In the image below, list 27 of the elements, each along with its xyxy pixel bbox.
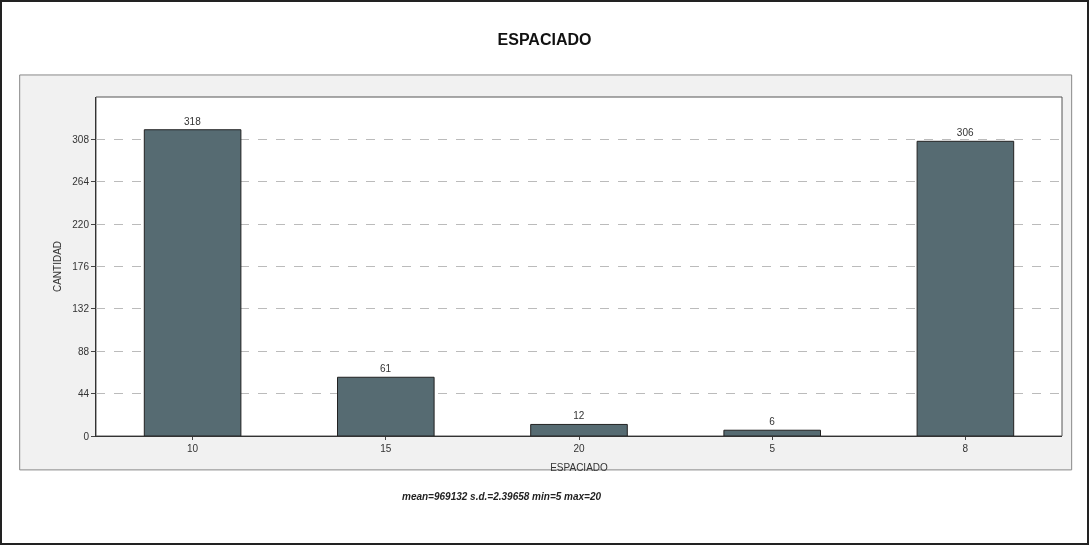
y-tick-label: 308 bbox=[72, 133, 90, 145]
data-label: 6 bbox=[769, 416, 776, 428]
x-axis-title: ESPACIADO bbox=[550, 461, 609, 473]
chart-title: ESPACIADO bbox=[497, 31, 592, 49]
y-axis-title: CANTIDAD bbox=[52, 240, 64, 293]
x-tick-label: 8 bbox=[962, 443, 969, 454]
x-tick-label: 5 bbox=[769, 443, 776, 454]
x-tick-label: 10 bbox=[187, 443, 199, 454]
text: mean=969132 s.d.=2.39658 min=5 max=20 bbox=[402, 491, 602, 502]
data-label: 12 bbox=[573, 410, 585, 422]
y-tick-label: 88 bbox=[77, 345, 90, 357]
y-tick-label: 0 bbox=[83, 430, 90, 442]
x-tick-label: 20 bbox=[573, 443, 585, 454]
x-tick-label: 15 bbox=[380, 443, 392, 454]
bar bbox=[723, 429, 821, 436]
data-label: 306 bbox=[956, 127, 974, 139]
bar bbox=[530, 423, 628, 436]
bar bbox=[916, 140, 1015, 436]
data-label: 61 bbox=[380, 363, 392, 375]
y-tick-label: 264 bbox=[72, 176, 90, 188]
y-tick-label: 176 bbox=[72, 261, 90, 272]
bar bbox=[143, 129, 242, 436]
data-label: 318 bbox=[184, 115, 202, 127]
y-tick-label: 220 bbox=[72, 218, 90, 230]
y-tick-label: 132 bbox=[72, 303, 90, 315]
bar bbox=[337, 376, 435, 436]
y-tick-label: 44 bbox=[77, 388, 90, 400]
